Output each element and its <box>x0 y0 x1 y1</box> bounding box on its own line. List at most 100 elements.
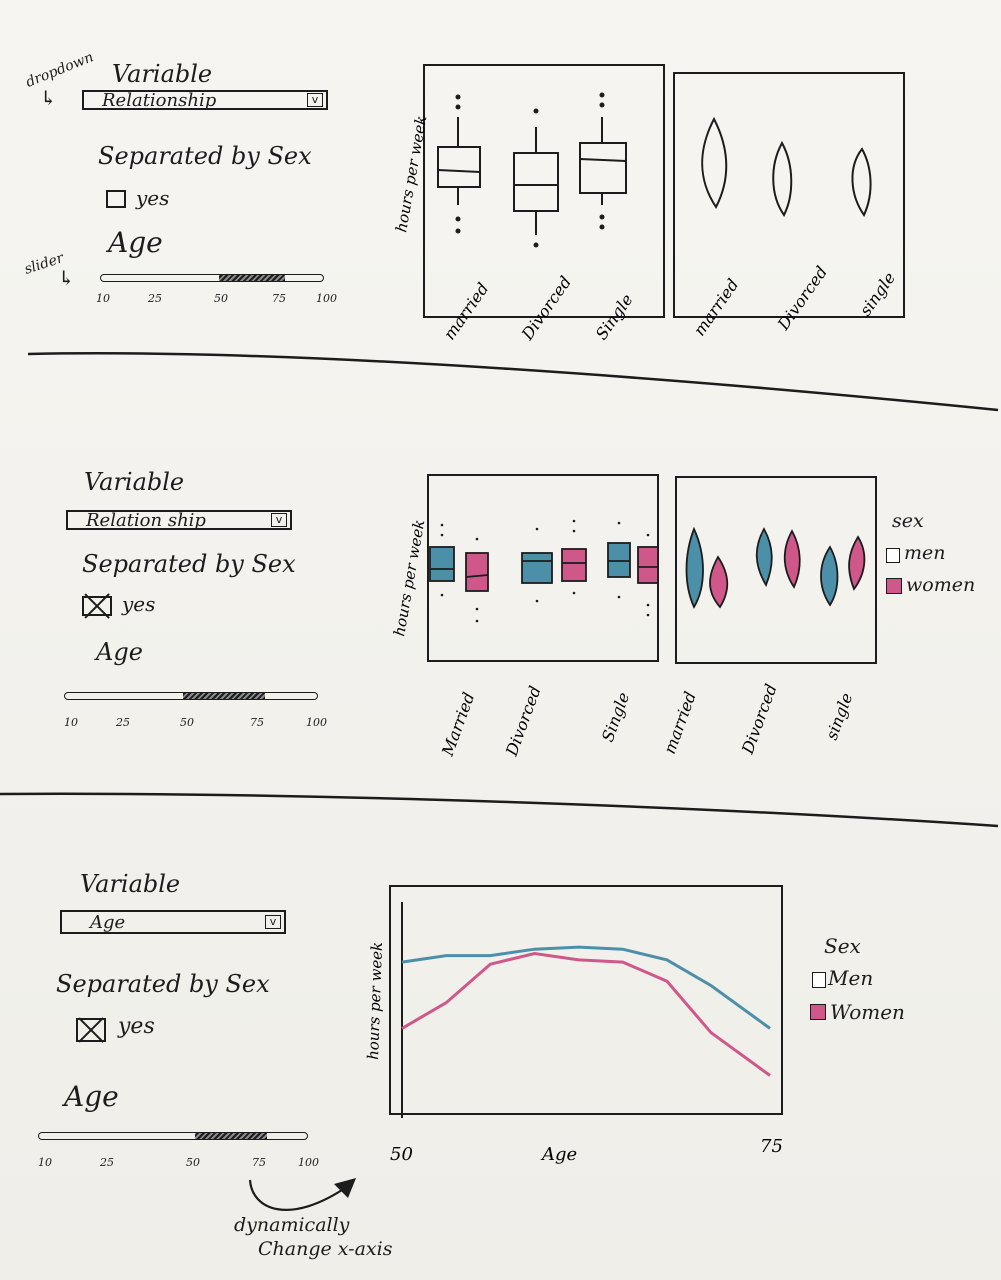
slider-tick: 25 <box>116 716 130 729</box>
violin-married-women <box>709 555 729 609</box>
box-divorced <box>513 108 559 248</box>
chevron-down-icon[interactable]: v <box>307 93 323 107</box>
x-tick-label: married <box>440 279 493 343</box>
checkbox-label-1: yes <box>136 186 170 210</box>
legend-swatch-women <box>810 1004 826 1020</box>
line-chart: hours per week 50 75 Age <box>364 885 783 1165</box>
variable-label-2: Variable <box>84 468 185 496</box>
sex-checkbox-3[interactable] <box>76 1018 106 1042</box>
slider-tick: 50 <box>180 716 194 729</box>
slider-tick: 50 <box>214 292 228 305</box>
box-married-men <box>429 546 455 582</box>
arrow-icon: ↳ <box>58 266 75 290</box>
slider-range-2[interactable] <box>183 693 265 699</box>
chevron-down-icon[interactable]: v <box>271 513 287 527</box>
x-tick-label: Divorced <box>773 263 831 334</box>
series-line-men <box>401 945 771 1030</box>
slider-tick: 25 <box>100 1156 114 1169</box>
dropdown-value-2: Relation ship <box>86 509 206 531</box>
x-tick-label: Married <box>438 690 479 760</box>
box-divorced-women <box>561 548 587 582</box>
x-tick-label: married <box>690 275 743 339</box>
box-divorced-men <box>521 552 553 584</box>
legend-label-men: Men <box>828 966 874 990</box>
slider-tick: 75 <box>252 1156 266 1169</box>
section-divider-2 <box>0 792 999 828</box>
box-single-women <box>637 546 659 584</box>
panel-1-charts: hours per week married Divorced Single m… <box>392 64 905 344</box>
x-tick-label: single <box>822 690 856 742</box>
chevron-down-icon[interactable]: v <box>265 915 281 929</box>
violin-divorced-men <box>755 527 773 588</box>
violin-married-men <box>685 526 704 609</box>
dropdown-value-1: Relationship <box>102 89 217 111</box>
slider-tick: 10 <box>96 292 110 305</box>
sex-label-2: Separated by Sex <box>82 550 296 578</box>
violin-single-men <box>820 545 839 607</box>
slider-tick: 100 <box>306 716 327 729</box>
box-single-men <box>607 542 631 578</box>
median-line <box>465 574 489 578</box>
age-slider-1[interactable] <box>100 274 324 282</box>
variable-label-1: Variable <box>112 60 213 88</box>
y-axis-label: hours per week <box>390 518 428 637</box>
violin-frame-1 <box>673 72 905 318</box>
age-slider-2[interactable] <box>64 692 318 700</box>
sex-label-1: Separated by Sex <box>98 142 312 170</box>
violin-divorced <box>772 140 793 217</box>
slider-tick: 100 <box>316 292 337 305</box>
dropdown-value-3: Age <box>90 911 126 933</box>
x-tick-label: Single <box>598 690 633 745</box>
slider-range-1[interactable] <box>219 275 285 281</box>
violin-divorced-women <box>783 529 801 589</box>
slider-tick: 75 <box>272 292 286 305</box>
slider-tick: 25 <box>148 292 162 305</box>
x-tick-label: single <box>856 269 899 320</box>
legend-swatch-men <box>886 548 900 563</box>
box-single <box>579 92 627 230</box>
x-tick-label: 75 <box>760 1136 783 1157</box>
section-divider-1 <box>27 352 999 412</box>
x-tick-label: married <box>660 689 700 756</box>
age-label-3: Age <box>64 1080 119 1113</box>
slider-tick: 75 <box>250 716 264 729</box>
sex-checkbox-2[interactable] <box>82 596 112 616</box>
legend-swatch-men <box>812 972 826 988</box>
legend-label-women: Women <box>830 1000 905 1024</box>
series-line-women <box>401 951 771 1077</box>
age-label-1: Age <box>108 226 163 259</box>
legend-label-women: women <box>906 574 976 596</box>
age-slider-3[interactable] <box>38 1132 308 1140</box>
slider-range-3[interactable] <box>195 1133 267 1139</box>
x-tick-label: 50 <box>390 1144 413 1165</box>
slider-tick: 50 <box>186 1156 200 1169</box>
age-label-2: Age <box>96 638 143 666</box>
box-married-women <box>465 552 489 592</box>
violin-married <box>701 116 728 209</box>
violin-single-women <box>848 535 866 591</box>
x-tick-label: Divorced <box>502 683 545 759</box>
variable-dropdown-2[interactable]: Relation ship v <box>66 509 292 531</box>
checkbox-label-2: yes <box>122 592 156 616</box>
arrow-icon: ↳ <box>40 86 57 110</box>
slider-tick: 10 <box>64 716 78 729</box>
variable-dropdown-3[interactable]: Age v <box>60 910 286 934</box>
checkbox-label-3: yes <box>118 1014 155 1039</box>
x-tick-label: Divorced <box>738 681 781 757</box>
box-married <box>437 94 481 234</box>
x-axis-label: Age <box>540 1144 577 1165</box>
legend-swatch-women <box>886 578 902 594</box>
legend-label-men: men <box>904 542 946 564</box>
y-axis-label: hours per week <box>364 941 386 1060</box>
annotation-dynamic-1: dynamically <box>234 1214 350 1236</box>
panel-2-charts: hours per week Married Divorced Single m… <box>390 474 877 760</box>
curved-arrow-icon <box>248 1178 356 1211</box>
annotation-dynamic-2: Change x-axis <box>258 1238 393 1260</box>
sex-checkbox-1[interactable] <box>106 190 126 208</box>
variable-dropdown-1[interactable]: Relationship v <box>82 89 328 111</box>
slider-tick: 10 <box>38 1156 52 1169</box>
x-tick-label: Divorced <box>517 273 575 344</box>
variable-label-3: Variable <box>80 870 181 898</box>
violin-single <box>851 147 872 218</box>
